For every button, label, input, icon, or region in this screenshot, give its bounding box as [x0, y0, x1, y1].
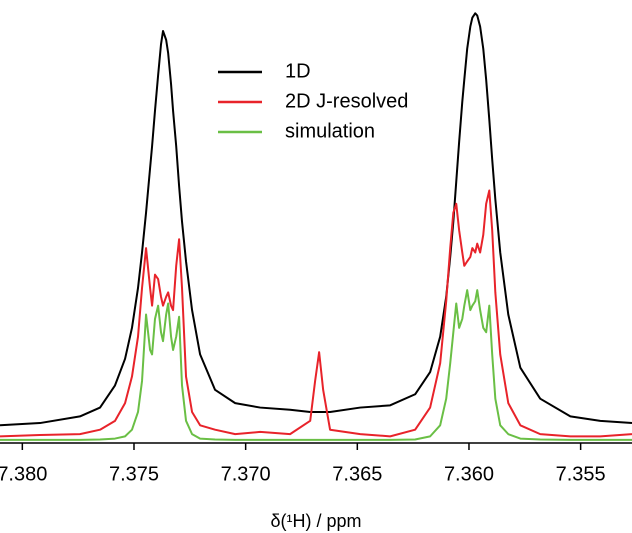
x-tick-label: 7.360	[444, 463, 494, 485]
x-axis-label: δ(¹H) / ppm	[270, 511, 361, 531]
x-tick-label: 7.380	[0, 463, 47, 485]
series-line	[0, 12, 632, 427]
series-line	[0, 189, 632, 438]
series-line	[0, 289, 632, 441]
x-tick-label: 7.370	[221, 463, 271, 485]
legend-label: 1D	[285, 60, 311, 82]
legend-label: simulation	[285, 120, 375, 142]
x-tick-label: 7.365	[332, 463, 382, 485]
x-tick-label: 7.355	[556, 463, 606, 485]
x-tick-label: 7.375	[109, 463, 159, 485]
legend-label: 2D J-resolved	[285, 90, 408, 112]
